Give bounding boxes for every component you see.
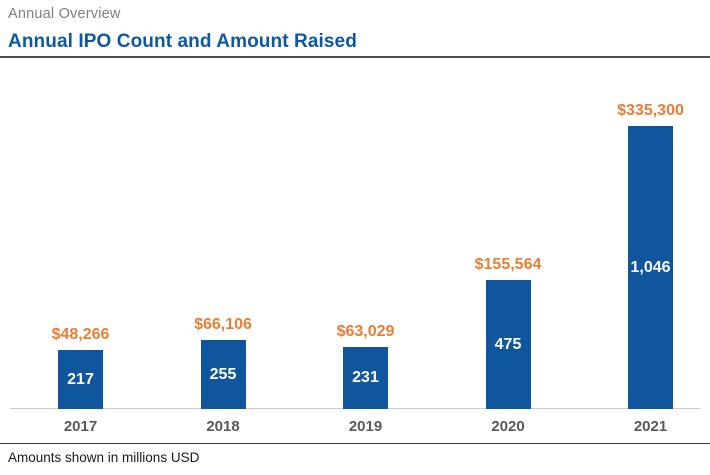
x-tick-label-2019: 2019 <box>348 418 383 435</box>
x-tick-label-2020: 2020 <box>491 418 525 435</box>
x-tick-label-2017: 2017 <box>63 418 98 435</box>
amount-raised-label-2019: $63,029 <box>336 323 395 340</box>
amount-raised-label-2021: $335,300 <box>617 102 684 119</box>
bar-count-label-2019: 231 <box>352 369 379 386</box>
chart-subtitle: Annual Overview <box>8 6 121 22</box>
amount-raised-label-2020: $155,564 <box>474 256 542 273</box>
bar-2017: 217 <box>58 350 103 409</box>
x-tick-label-2018: 2018 <box>206 418 240 435</box>
bar-count-label-2018: 255 <box>209 365 237 383</box>
amount-raised-label-2018: $66,106 <box>194 316 252 333</box>
bar-2018: 255 <box>200 340 246 409</box>
footer-divider <box>0 443 710 444</box>
bar-2019: 231 <box>343 347 388 409</box>
header-divider <box>0 56 710 58</box>
footer-note: Amounts shown in millions USD <box>8 450 200 465</box>
bar-count-label-2021: 1,046 <box>630 258 671 276</box>
chart-title: Annual IPO Count and Amount Raised <box>8 31 357 52</box>
bar-count-label-2020: 475 <box>494 335 522 353</box>
bar-2020: 475 <box>485 280 531 409</box>
bar-count-label-2017: 217 <box>67 370 94 388</box>
bar-2021: 1,046 <box>628 126 673 409</box>
x-tick-label-2021: 2021 <box>633 418 668 435</box>
amount-raised-label-2017: $48,266 <box>51 326 110 343</box>
